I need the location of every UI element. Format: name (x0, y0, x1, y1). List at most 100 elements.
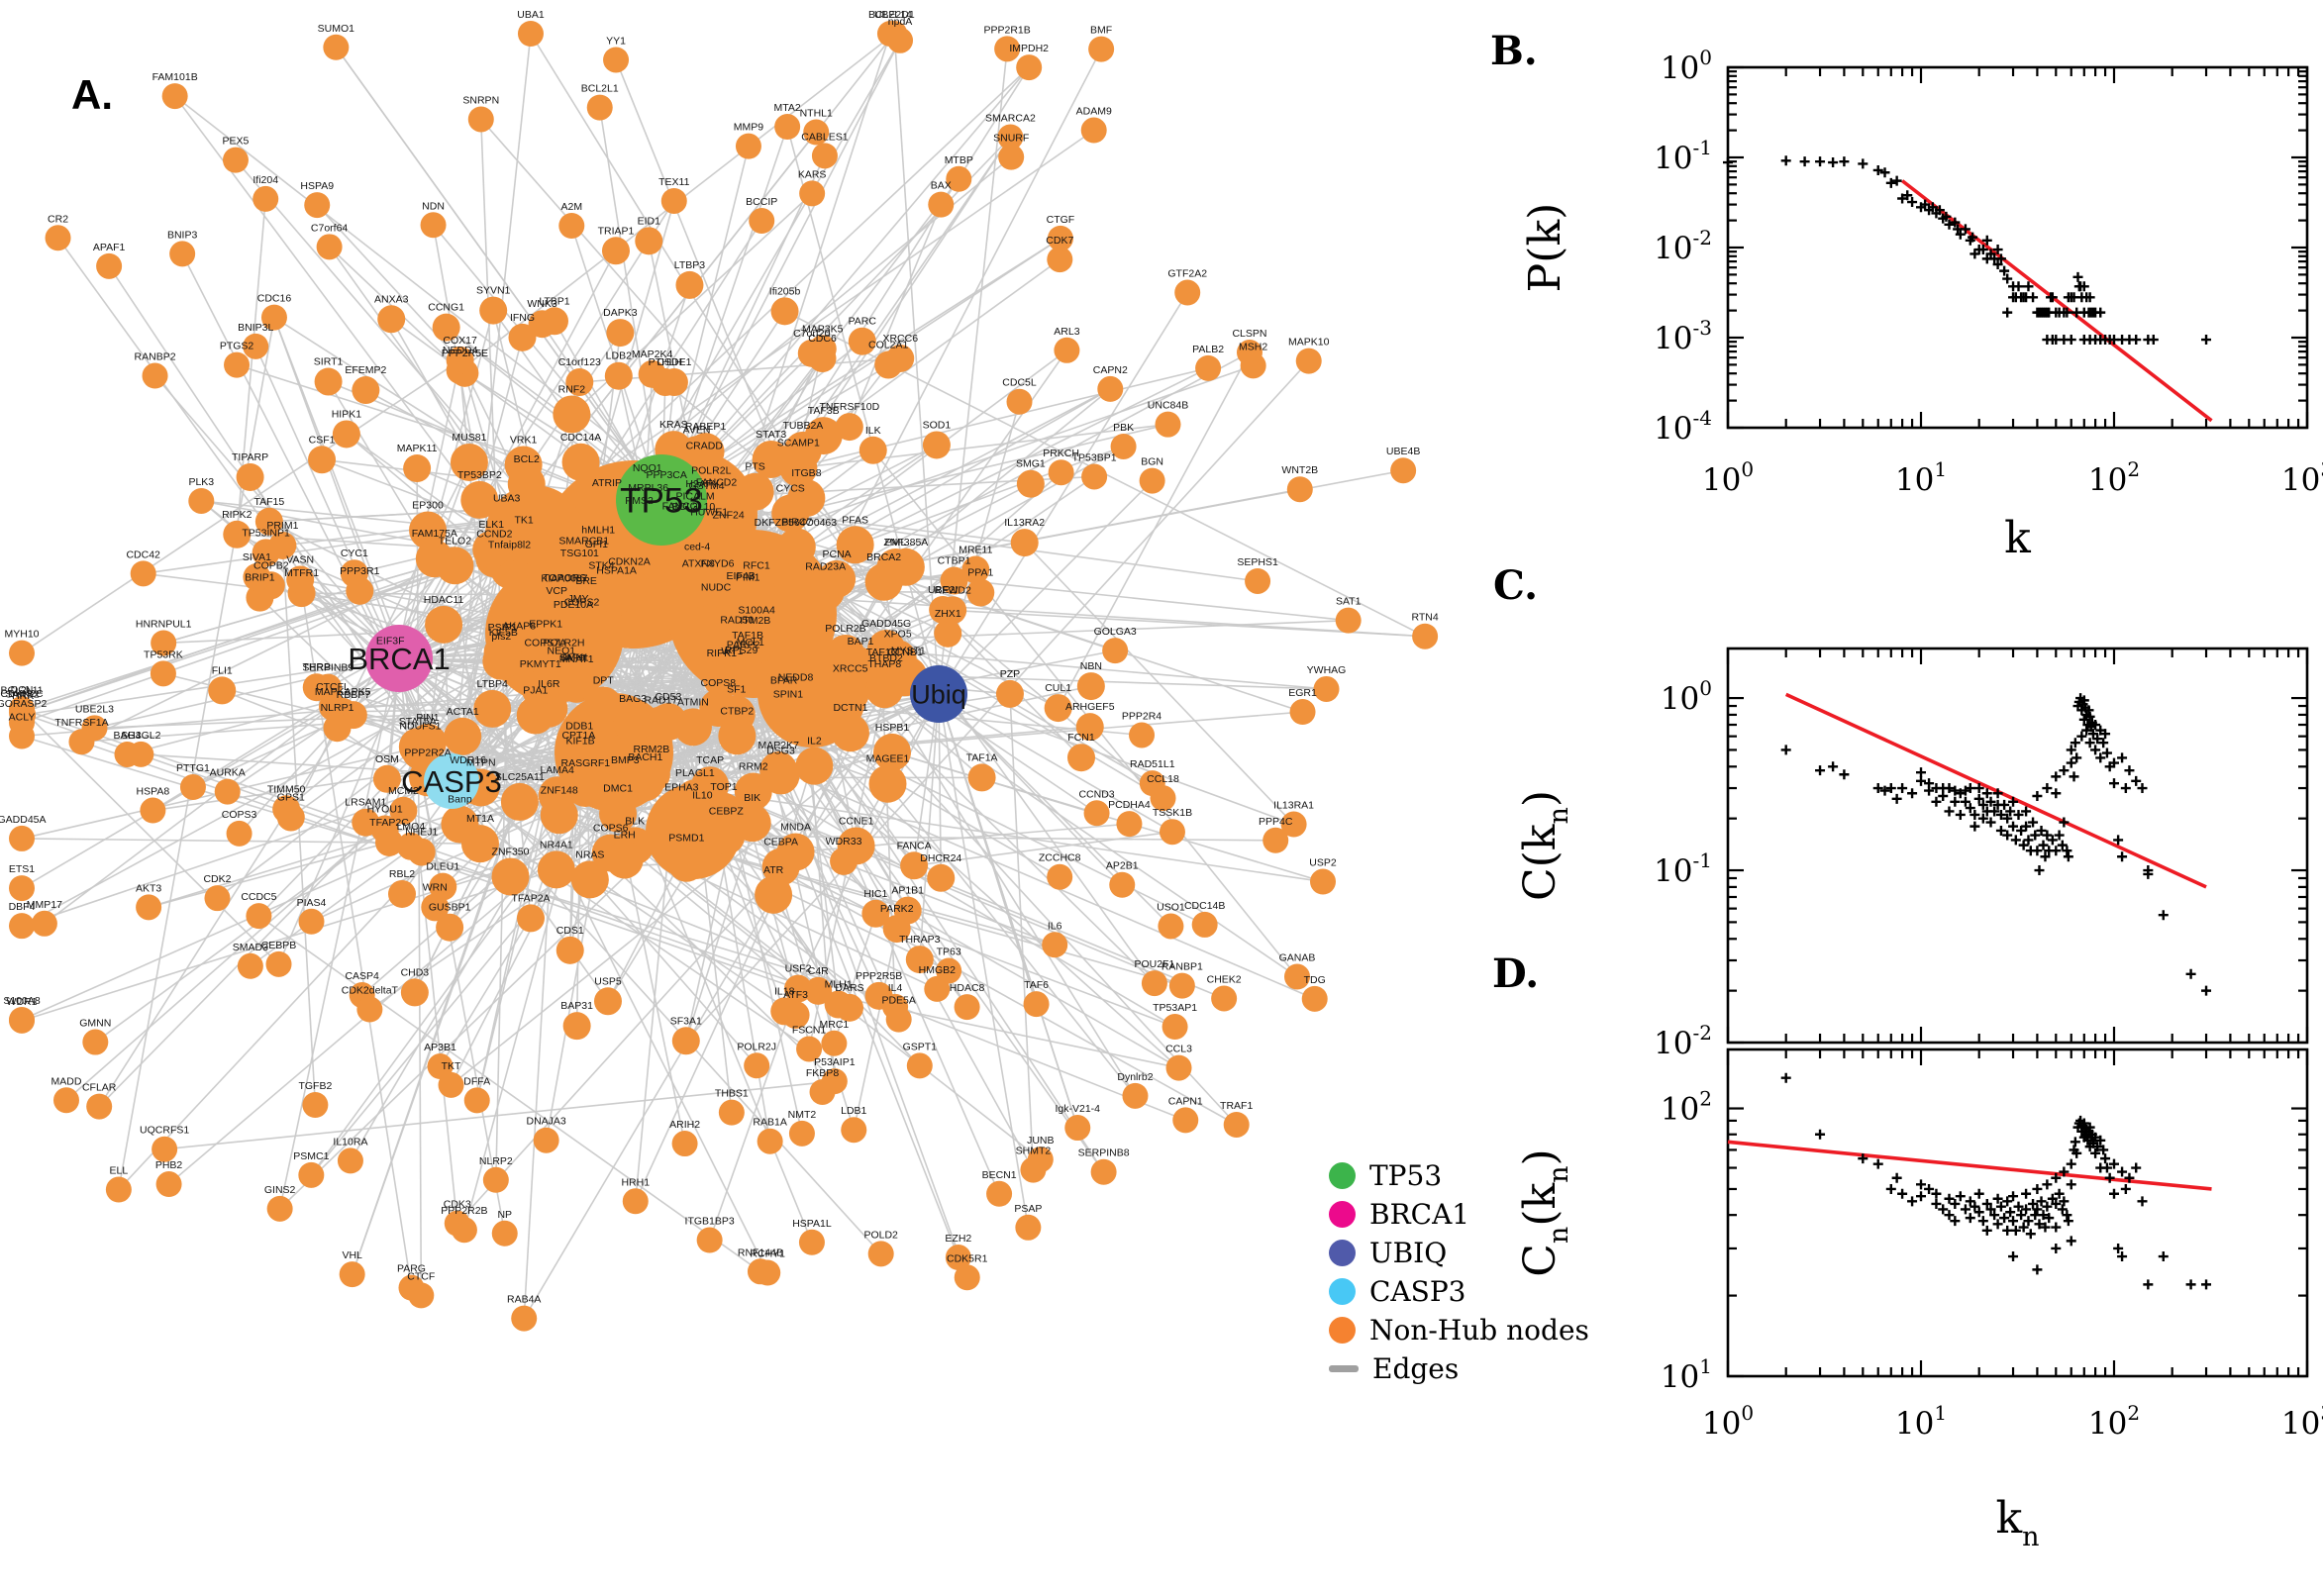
data-point (2047, 1193, 2058, 1204)
network-node (266, 1195, 293, 1222)
data-point (1995, 809, 2006, 820)
node-label: ATRIP (592, 477, 622, 489)
network-node (638, 359, 666, 388)
data-point (2095, 752, 2106, 763)
node-label: NP (497, 1209, 512, 1221)
data-point (2036, 1196, 2047, 1207)
data-point (1973, 1207, 1984, 1218)
network-node (940, 566, 968, 595)
network-node (1016, 469, 1045, 498)
data-point (1960, 796, 1970, 807)
network-node (237, 952, 263, 979)
node-label: DSG3 (766, 745, 795, 756)
network-node (421, 893, 450, 922)
network-edge (451, 780, 882, 1254)
network-node (226, 820, 252, 847)
network-node (243, 333, 269, 359)
node-label: TP53INP1 (242, 527, 290, 539)
network-node (939, 596, 967, 625)
panel-a-label: A. (71, 71, 113, 118)
data-point (2013, 281, 2024, 292)
network-edge (660, 40, 901, 501)
node-label: PTHLH (649, 356, 682, 368)
network-node (409, 511, 448, 549)
network-node (1116, 811, 1143, 838)
data-point (1973, 793, 1984, 804)
data-point (2113, 835, 2124, 846)
data-point (2008, 1191, 2019, 1202)
data-point (1902, 190, 1913, 201)
node-label: MAP2K4 (632, 349, 673, 360)
node-label: NTHL1 (800, 107, 833, 119)
node-label: UBE2D1 (874, 9, 915, 21)
node-label: RIPK1 (707, 648, 738, 659)
plot-border (1726, 647, 2309, 1045)
data-point (2109, 778, 2119, 789)
node-label: MAGEE1 (866, 753, 910, 765)
network-node (517, 904, 546, 933)
data-point (2084, 1122, 2095, 1133)
node-label: LMO4 (397, 821, 426, 833)
node-label: LRSAM1 (345, 797, 386, 809)
network-node (444, 717, 482, 755)
node-label: NDUFS1 (399, 720, 441, 732)
data-point (2137, 1196, 2148, 1207)
network-node (9, 825, 35, 851)
node-label: BCL2L10 (671, 501, 715, 513)
node-label: LDB2 (606, 350, 632, 362)
data-point (2124, 1172, 2135, 1183)
node-label: NLRP2 (479, 1155, 513, 1167)
node-label: VASN (286, 553, 314, 565)
axis-tick-labels: 100 10-1 10-2 (1654, 676, 1712, 1061)
network-node (387, 879, 416, 908)
node-label: XRCC6 (882, 333, 918, 345)
node-label: ADAM9 (1076, 106, 1112, 118)
node-label: POU2F1 (1134, 958, 1174, 970)
network-node (787, 479, 826, 518)
y-axis-title: Cn(kn) (1515, 1148, 1574, 1276)
network-node (966, 578, 995, 607)
node-label: EPHA3 (664, 782, 699, 794)
node-label: IL6R (538, 678, 560, 690)
node-label: SH3GL2 (121, 730, 160, 742)
node-label: BCL2L1 (581, 83, 619, 95)
node-label: TSSK1B (1153, 807, 1192, 819)
network-node (599, 794, 638, 833)
data-point (2071, 1147, 2082, 1158)
data-point (2201, 985, 2212, 996)
data-point (2036, 825, 2047, 836)
data-point (2042, 830, 2053, 841)
data-point (1965, 803, 1975, 814)
network-node (487, 504, 526, 543)
network-node (736, 472, 774, 511)
data-point (2008, 796, 2019, 807)
x-tick-label: 100 (1702, 457, 1754, 498)
network-node (927, 863, 956, 892)
network-node (161, 83, 188, 110)
node-label: PIAS4 (297, 897, 327, 909)
network-node (905, 946, 934, 974)
data-point (2002, 830, 2013, 841)
network-node (314, 367, 343, 396)
data-point (2034, 1219, 2045, 1230)
network-node (337, 1147, 363, 1174)
data-point (1985, 796, 1996, 807)
data-point (1839, 156, 1850, 167)
network-node (586, 94, 613, 121)
y-tick-label: 100 (1661, 676, 1712, 717)
data-point (2104, 1172, 2115, 1183)
network-edge (56, 237, 453, 782)
node-label: IL10 (692, 790, 713, 802)
network-node (1102, 638, 1129, 664)
data-point (1985, 817, 1996, 828)
network-node (757, 1128, 783, 1154)
network-node (52, 1087, 79, 1114)
node-label: CTGF (1047, 214, 1075, 226)
node-label: ATF3 (783, 989, 808, 1001)
network-node (818, 559, 857, 598)
node-label: TAF3B (808, 405, 840, 417)
network-node (761, 756, 800, 795)
network-node (286, 565, 315, 594)
network-node (68, 729, 95, 755)
node-label: BIRC7 (781, 516, 812, 528)
